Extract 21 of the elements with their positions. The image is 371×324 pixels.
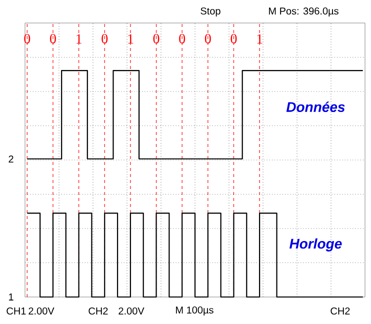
x-tick-label: 0 xyxy=(102,34,108,44)
text: M Pos: 396.0µs xyxy=(269,7,338,17)
text: 1 xyxy=(9,294,14,300)
x-tick-label: 0 xyxy=(204,34,211,44)
text: 2 xyxy=(8,156,14,162)
text: Stop xyxy=(200,7,220,17)
x-tick-label: 1 xyxy=(128,34,134,44)
x-tick-label: 0 xyxy=(24,34,30,44)
x-tick-label: 0 xyxy=(50,34,56,44)
text: CH2 xyxy=(88,307,108,315)
x-tick-label: 0 xyxy=(179,34,186,44)
series-label: Horloge xyxy=(290,238,342,252)
text: 2.00V xyxy=(118,307,144,315)
text: CH2 xyxy=(330,307,350,315)
x-tick-label: 0 xyxy=(153,34,160,44)
x-tick-label: 0 xyxy=(230,34,237,44)
x-tick-label: 1 xyxy=(257,34,262,44)
text: CH1 xyxy=(6,307,26,315)
text: 2.00V xyxy=(28,307,54,315)
text: M 100µs xyxy=(176,306,214,316)
text: Données xyxy=(286,102,345,112)
